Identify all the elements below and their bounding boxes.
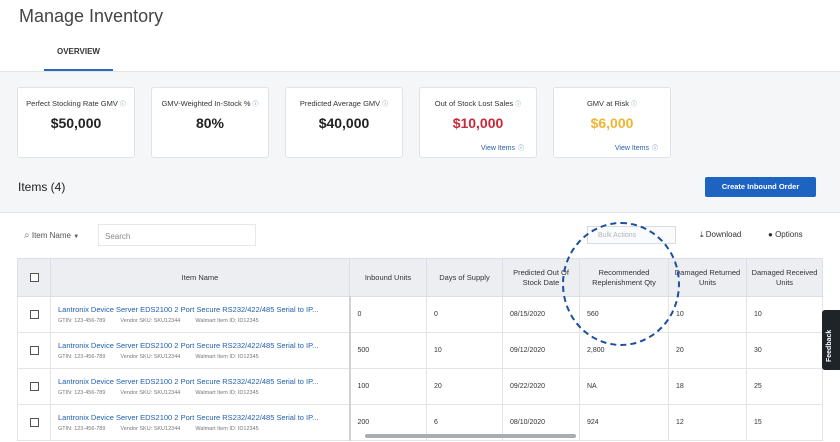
metric-value: $50,000 <box>50 115 102 131</box>
damaged-received: 15 <box>746 404 823 441</box>
download-icon: ⤓ <box>700 230 704 239</box>
table-row: Lantronix Device Server EDS2100 2 Port S… <box>17 332 823 369</box>
gtin: GTIN: 123-456-789 <box>58 390 106 396</box>
search-input[interactable]: Search <box>98 224 256 246</box>
info-icon[interactable]: ⓘ <box>631 102 638 108</box>
metric-label: Predicted Average GMV <box>299 99 381 108</box>
tab-overview[interactable]: OVERVIEW <box>44 44 113 71</box>
chevron-down-icon: ▼ <box>73 234 80 240</box>
column-header[interactable]: Days of Supply <box>426 258 503 297</box>
item-name-link[interactable]: Lantronix Device Server EDS2100 2 Port S… <box>58 341 319 350</box>
damaged-received: 25 <box>746 368 823 405</box>
column-header[interactable]: Damaged Received Units <box>746 258 823 297</box>
items-table: Item Name Inbound Units Days of Supply P… <box>17 258 823 441</box>
metric-card-perfect-stocking-rate: Perfect Stocking Rate GMV ⓘ $50,000 <box>17 87 135 158</box>
item-name-link[interactable]: Lantronix Device Server EDS2100 2 Port S… <box>58 377 319 386</box>
gtin: GTIN: 123-456-789 <box>58 354 106 360</box>
days-of-supply: 0 <box>426 296 503 333</box>
metric-value: $40,000 <box>318 115 370 131</box>
gtin: GTIN: 123-456-789 <box>58 318 106 324</box>
metric-label: Perfect Stocking Rate GMV <box>26 99 118 108</box>
metric-value: $6,000 <box>590 115 634 131</box>
walmart-item-id: Walmart Item ID: ID12345 <box>195 426 259 432</box>
info-icon[interactable]: ⓘ <box>382 102 389 108</box>
damaged-received: 10 <box>746 296 823 333</box>
info-icon: ● <box>768 230 773 239</box>
info-icon[interactable]: ⓘ <box>119 102 126 108</box>
filter-label: Item Name <box>31 231 71 240</box>
table-row: Lantronix Device Server EDS2100 2 Port S… <box>17 368 823 405</box>
inbound-units: 100 <box>348 368 427 405</box>
column-header[interactable]: Inbound Units <box>349 258 427 297</box>
walmart-item-id: Walmart Item ID: ID12345 <box>195 390 259 396</box>
vendor-sku: Vendor SKU: SKU12344 <box>120 318 181 324</box>
metric-label: Out of Stock Lost Sales <box>434 99 514 108</box>
page-header: Manage Inventory OVERVIEW <box>0 0 840 72</box>
row-checkbox[interactable] <box>29 418 39 427</box>
metric-card-predicted-gmv: Predicted Average GMV ⓘ $40,000 <box>285 87 403 158</box>
damaged-received: 30 <box>746 332 823 369</box>
inbound-units: 500 <box>348 332 427 369</box>
feedback-tab[interactable]: Feedback <box>822 310 840 370</box>
vendor-sku: Vendor SKU: SKU12344 <box>120 354 181 360</box>
create-inbound-order-button[interactable]: Create Inbound Order <box>705 177 816 197</box>
select-all-checkbox[interactable] <box>29 273 39 283</box>
items-title: Items (4) <box>18 180 66 194</box>
metric-card-gmv-at-risk: GMV at Risk ⓘ $6,000 View Items ⓘ <box>553 87 671 158</box>
replenishment-qty: NA <box>579 368 669 405</box>
select-all-header[interactable] <box>17 258 51 297</box>
table-row: Lantronix Device Server EDS2100 2 Port S… <box>17 296 823 333</box>
inbound-units: 0 <box>348 296 427 333</box>
metric-card-lost-sales: Out of Stock Lost Sales ⓘ $10,000 View It… <box>419 87 537 158</box>
metric-label: GMV-Weighted In-Stock % <box>161 99 251 108</box>
scrollbar-thumb[interactable] <box>365 434 576 438</box>
feedback-label: Feedback <box>826 329 833 362</box>
walmart-item-id: Walmart Item ID: ID12345 <box>195 318 259 324</box>
metric-label: GMV at Risk <box>586 99 630 108</box>
filter-dropdown[interactable]: ⌕ Item Name ▼ <box>24 230 79 241</box>
highlight-circle <box>562 222 680 346</box>
info-icon[interactable]: ⓘ <box>515 102 522 108</box>
damaged-returned: 20 <box>668 332 747 369</box>
metric-card-gmv-in-stock: GMV-Weighted In-Stock % ⓘ 80% <box>151 87 269 158</box>
oos-date: 09/12/2020 <box>502 332 580 369</box>
column-header[interactable]: Damaged Returned Units <box>668 258 747 297</box>
info-icon: ⓘ <box>517 146 524 152</box>
vendor-sku: Vendor SKU: SKU12344 <box>120 426 181 432</box>
damaged-returned: 18 <box>668 368 747 405</box>
row-checkbox[interactable] <box>29 310 39 319</box>
days-of-supply: 20 <box>426 368 503 405</box>
search-icon: ⌕ <box>24 230 30 241</box>
metric-value: $10,000 <box>452 115 504 131</box>
item-name-link[interactable]: Lantronix Device Server EDS2100 2 Port S… <box>58 305 319 314</box>
info-icon: ⓘ <box>651 146 658 152</box>
oos-date: 09/22/2020 <box>502 368 580 405</box>
table-header-row: Item Name Inbound Units Days of Supply P… <box>17 258 823 297</box>
damaged-returned: 12 <box>668 404 747 441</box>
column-header[interactable]: Item Name <box>50 258 350 297</box>
walmart-item-id: Walmart Item ID: ID12345 <box>195 354 259 360</box>
download-button[interactable]: ⤓ Download <box>700 230 742 239</box>
view-items-link[interactable]: View Items ⓘ <box>614 145 658 152</box>
vendor-sku: Vendor SKU: SKU12344 <box>120 390 181 396</box>
view-items-link[interactable]: View Items ⓘ <box>480 145 524 152</box>
row-checkbox[interactable] <box>29 346 39 355</box>
metric-value: 80% <box>195 115 225 131</box>
days-of-supply: 10 <box>426 332 503 369</box>
options-button[interactable]: ● Options <box>768 230 803 239</box>
damaged-returned: 10 <box>668 296 747 333</box>
page-title: Manage Inventory <box>19 6 164 26</box>
row-checkbox[interactable] <box>29 382 39 391</box>
info-icon[interactable]: ⓘ <box>252 102 259 108</box>
gtin: GTIN: 123-456-789 <box>58 426 106 432</box>
replenishment-qty: 924 <box>579 404 669 441</box>
item-name-link[interactable]: Lantronix Device Server EDS2100 2 Port S… <box>58 413 319 422</box>
